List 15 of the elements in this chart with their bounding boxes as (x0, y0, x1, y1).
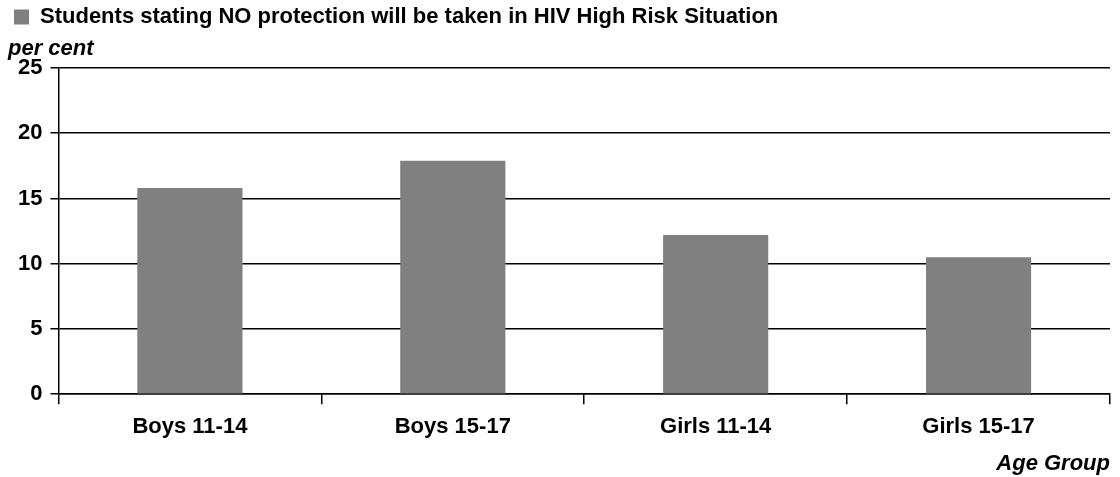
x-tick-label: Boys 15-17 (394, 413, 511, 439)
y-tick-label: 5 (30, 315, 43, 341)
x-tick-label: Girls 15-17 (922, 413, 1035, 439)
y-tick-label: 15 (17, 184, 43, 210)
y-tick-label: 20 (17, 119, 43, 145)
y-tick-label: 10 (17, 249, 43, 275)
x-axis-title: Age Group (995, 449, 1110, 475)
y-tick-label: 0 (30, 380, 43, 406)
bar (137, 188, 243, 394)
x-tick-label: Boys 11-14 (132, 413, 249, 439)
bar (925, 257, 1032, 394)
bar (400, 160, 506, 394)
bar (663, 235, 769, 394)
x-tick-label: Girls 11-14 (660, 413, 773, 439)
legend-label: Students stating NO protection will be taken in HIV High Risk Situation (40, 3, 779, 29)
